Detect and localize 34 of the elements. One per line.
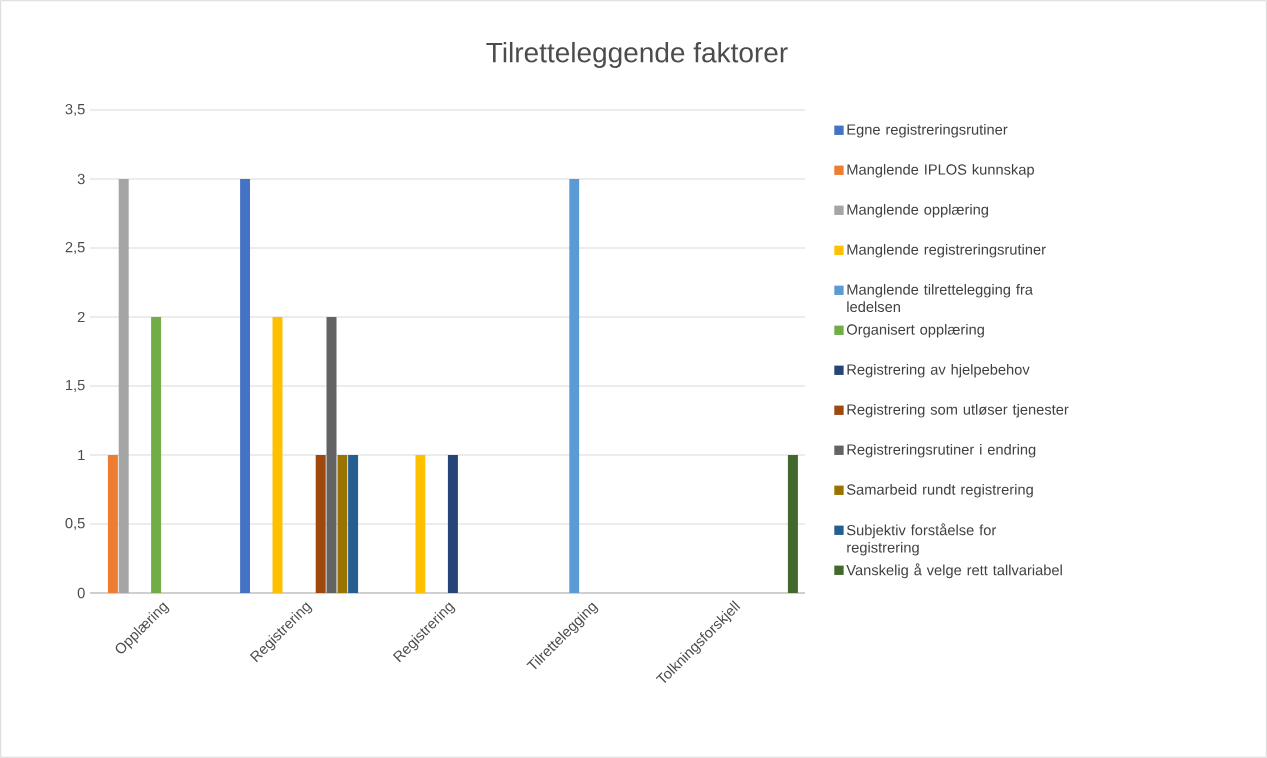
bar [337, 455, 348, 593]
bar [315, 455, 326, 593]
legend-label: Manglende opplæring [847, 203, 989, 218]
y-tick-label: 2,5 [65, 241, 85, 255]
y-tick-label: 3,5 [65, 103, 85, 117]
bar [348, 455, 359, 593]
legend-label: Registrering av hjelpebehov [847, 363, 1030, 378]
legend-label: Egne registreringsrutiner [847, 123, 1008, 138]
legend-label: Registreringsrutiner i endring [847, 443, 1036, 458]
legend-label: Vanskelig å velge rett tallvariabel [846, 563, 1062, 579]
bar [272, 317, 283, 593]
legend-label: Manglende tilrettelegging fra ledelsen [847, 283, 1033, 313]
legend-label: Registrering som utløser tjenester [847, 403, 1069, 418]
legend-label: Manglende registreringsrutiner [847, 243, 1046, 258]
legend-label: Samarbeid rundt registrering [846, 483, 1033, 498]
bar [118, 179, 129, 593]
y-tick-label: 0 [77, 587, 85, 599]
bar [569, 179, 580, 593]
y-tick-label: 0,5 [65, 517, 85, 531]
legend-label: Manglende IPLOS kunnskap [847, 163, 1034, 178]
y-tick-label: 2 [77, 311, 85, 323]
y-tick-label: 1,5 [66, 380, 85, 392]
y-tick-label: 3 [77, 173, 85, 185]
bar [107, 455, 118, 593]
legend-label: Organisert opplæring [846, 323, 984, 338]
legend-label: Subjektiv forståelse for registrering [846, 523, 997, 556]
bar [787, 455, 798, 593]
bar [447, 455, 458, 593]
chart-title: Tilretteleggende faktorer [486, 41, 788, 69]
bar [151, 317, 162, 593]
bar [326, 317, 337, 593]
bar [240, 179, 251, 593]
bar [415, 455, 426, 593]
y-tick-label: 1 [78, 449, 85, 461]
